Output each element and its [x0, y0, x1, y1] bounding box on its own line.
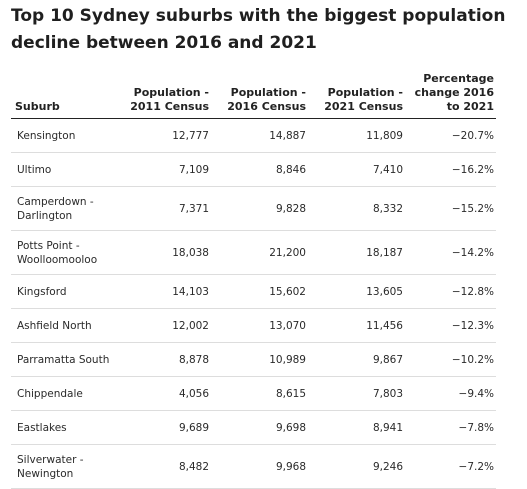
table-row: Camperdown - Darlington 7,371 9,828 8,33… — [11, 186, 496, 231]
table-row: Silverwater - Newington 8,482 9,968 9,24… — [11, 444, 496, 489]
header-pop-2021: Population - 2021 Census — [308, 68, 405, 119]
cell-pop-2021: 8,332 — [308, 186, 405, 231]
header-row: Suburb Population - 2011 Census Populati… — [11, 68, 496, 119]
cell-pop-2011: 14,103 — [121, 274, 211, 309]
cell-suburb: Ultimo — [11, 152, 121, 187]
cell-pop-2021: 9,246 — [308, 444, 405, 489]
cell-pop-2021: 7,410 — [308, 152, 405, 187]
table-row: Kensington 12,777 14,887 11,809 −20.7% — [11, 118, 496, 153]
cell-pop-2011: 9,689 — [121, 410, 211, 445]
cell-pop-2016: 9,698 — [211, 410, 308, 445]
cell-pop-2011: 18,038 — [121, 230, 211, 275]
cell-suburb: Kingsford — [11, 274, 121, 309]
header-pop-2011: Population - 2011 Census — [121, 68, 211, 119]
cell-percentage-change: −7.8% — [405, 410, 496, 445]
cell-percentage-change: −20.7% — [405, 118, 496, 153]
cell-pop-2016: 9,968 — [211, 444, 308, 489]
header-suburb: Suburb — [11, 68, 121, 119]
cell-suburb: Chippendale — [11, 376, 121, 411]
table-row: Chippendale 4,056 8,615 7,803 −9.4% — [11, 376, 496, 411]
cell-pop-2021: 11,456 — [308, 308, 405, 343]
table-header: Suburb Population - 2011 Census Populati… — [11, 68, 496, 119]
cell-pop-2011: 4,056 — [121, 376, 211, 411]
cell-pop-2016: 13,070 — [211, 308, 308, 343]
cell-pop-2011: 12,777 — [121, 118, 211, 153]
article-table-figure: Top 10 Sydney suburbs with the biggest p… — [11, 6, 506, 489]
table-body: Kensington 12,777 14,887 11,809 −20.7% U… — [11, 118, 496, 489]
cell-pop-2011: 8,878 — [121, 342, 211, 377]
cell-suburb: Camperdown - Darlington — [11, 186, 121, 231]
cell-pop-2016: 8,846 — [211, 152, 308, 187]
table-row: Ashfield North 12,002 13,070 11,456 −12.… — [11, 308, 496, 343]
cell-pop-2016: 15,602 — [211, 274, 308, 309]
cell-pop-2021: 7,803 — [308, 376, 405, 411]
cell-suburb: Ashfield North — [11, 308, 121, 343]
cell-percentage-change: −15.2% — [405, 186, 496, 231]
cell-percentage-change: −14.2% — [405, 230, 496, 275]
cell-pop-2011: 7,109 — [121, 152, 211, 187]
cell-percentage-change: −10.2% — [405, 342, 496, 377]
header-pop-2016: Population - 2016 Census — [211, 68, 308, 119]
cell-suburb: Silverwater - Newington — [11, 444, 121, 489]
cell-pop-2021: 9,867 — [308, 342, 405, 377]
header-percentage-change: Percentage change 2016 to 2021 — [405, 68, 496, 119]
cell-pop-2021: 8,941 — [308, 410, 405, 445]
cell-percentage-change: −16.2% — [405, 152, 496, 187]
cell-pop-2016: 21,200 — [211, 230, 308, 275]
table-row: Potts Point - Woolloomooloo 18,038 21,20… — [11, 230, 496, 275]
cell-pop-2021: 18,187 — [308, 230, 405, 275]
cell-pop-2011: 8,482 — [121, 444, 211, 489]
cell-percentage-change: −7.2% — [405, 444, 496, 489]
cell-percentage-change: −12.8% — [405, 274, 496, 309]
cell-pop-2021: 13,605 — [308, 274, 405, 309]
table-row: Ultimo 7,109 8,846 7,410 −16.2% — [11, 152, 496, 187]
table-row: Kingsford 14,103 15,602 13,605 −12.8% — [11, 274, 496, 309]
cell-pop-2011: 7,371 — [121, 186, 211, 231]
table-row: Parramatta South 8,878 10,989 9,867 −10.… — [11, 342, 496, 377]
cell-suburb: Kensington — [11, 118, 121, 153]
table-row: Eastlakes 9,689 9,698 8,941 −7.8% — [11, 410, 496, 445]
population-decline-table: Suburb Population - 2011 Census Populati… — [11, 68, 496, 489]
cell-suburb: Potts Point - Woolloomooloo — [11, 230, 121, 275]
cell-pop-2016: 9,828 — [211, 186, 308, 231]
cell-suburb: Eastlakes — [11, 410, 121, 445]
cell-pop-2016: 10,989 — [211, 342, 308, 377]
cell-pop-2011: 12,002 — [121, 308, 211, 343]
cell-percentage-change: −9.4% — [405, 376, 496, 411]
cell-pop-2016: 14,887 — [211, 118, 308, 153]
cell-pop-2021: 11,809 — [308, 118, 405, 153]
table-title: Top 10 Sydney suburbs with the biggest p… — [11, 6, 506, 53]
cell-pop-2016: 8,615 — [211, 376, 308, 411]
cell-suburb: Parramatta South — [11, 342, 121, 377]
cell-percentage-change: −12.3% — [405, 308, 496, 343]
